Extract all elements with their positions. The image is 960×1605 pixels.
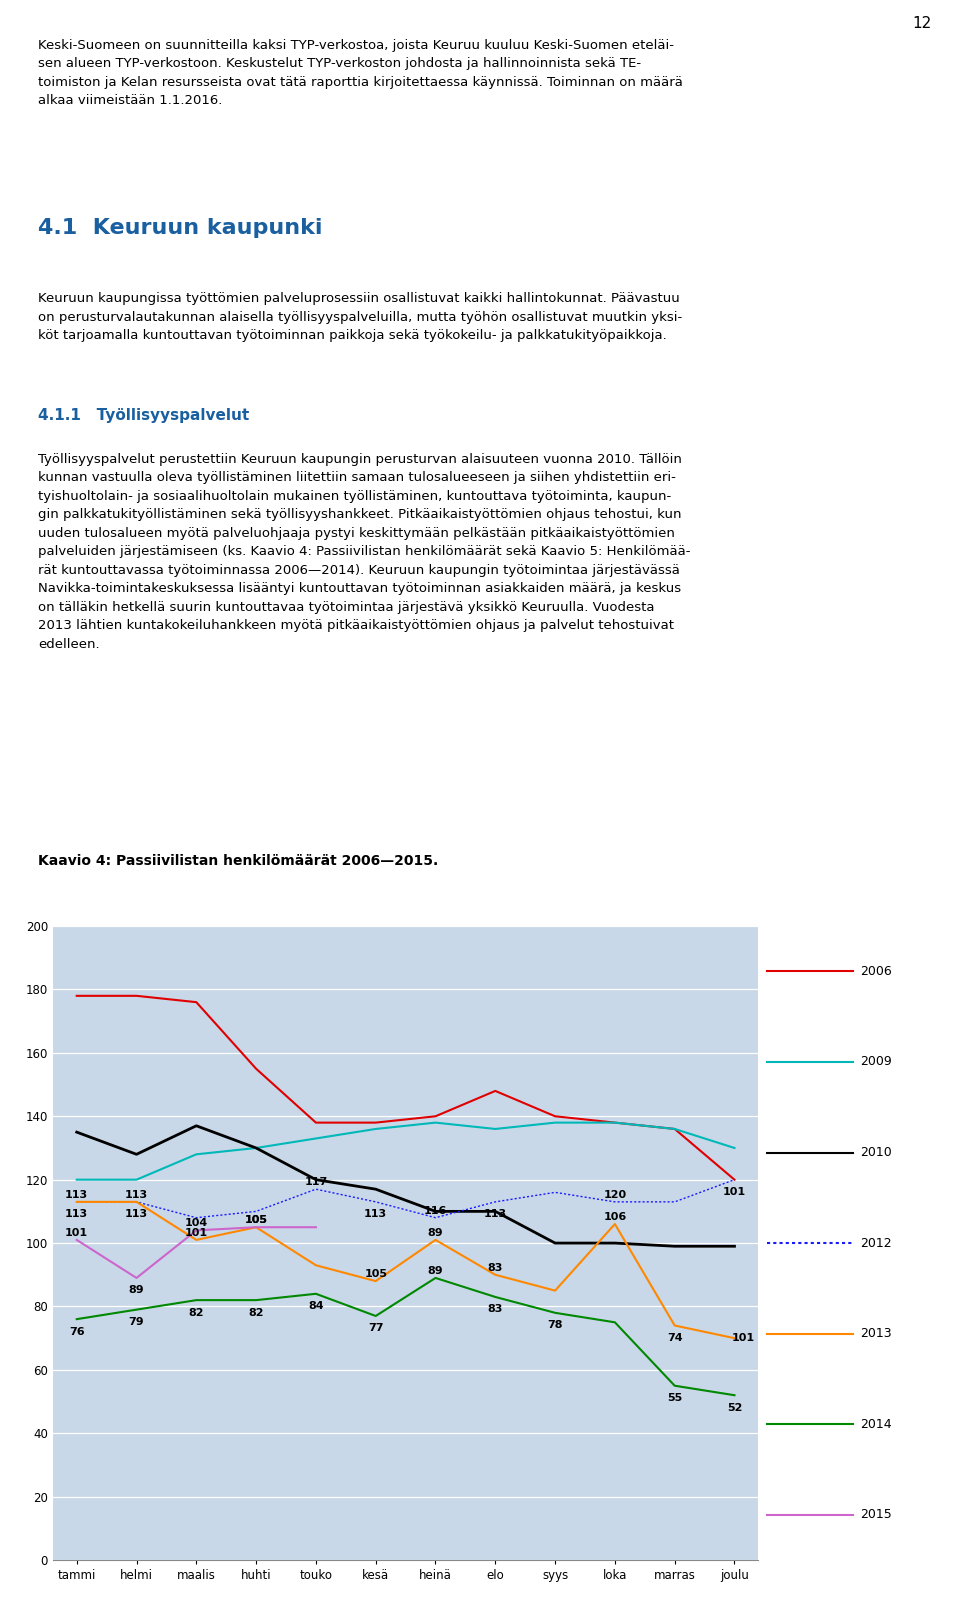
Text: 2013: 2013: [860, 1327, 892, 1340]
Text: 113: 113: [364, 1209, 387, 1220]
Text: 89: 89: [428, 1266, 444, 1276]
Text: 84: 84: [308, 1302, 324, 1311]
Text: 113: 113: [125, 1209, 148, 1220]
Text: 74: 74: [667, 1334, 683, 1343]
Text: 89: 89: [428, 1228, 444, 1237]
Text: 4.1.1   Työllisyyspalvelut: 4.1.1 Työllisyyspalvelut: [38, 408, 250, 422]
Text: 101: 101: [184, 1228, 208, 1237]
Text: 78: 78: [547, 1321, 563, 1331]
Text: 2012: 2012: [860, 1236, 892, 1250]
Text: 2009: 2009: [860, 1056, 892, 1069]
Text: Keski-Suomeen on suunnitteilla kaksi TYP-verkostoa, joista Keuruu kuuluu Keski-S: Keski-Suomeen on suunnitteilla kaksi TYP…: [38, 39, 684, 108]
Text: 83: 83: [488, 1305, 503, 1314]
Text: 82: 82: [249, 1308, 264, 1318]
Text: 77: 77: [368, 1324, 383, 1334]
Text: Kaavio 4: Passiivilistan henkilömäärät 2006—2015.: Kaavio 4: Passiivilistan henkilömäärät 2…: [38, 854, 439, 868]
Text: 101: 101: [723, 1188, 746, 1197]
Text: Keuruun kaupungissa työttömien palveluprosessiin osallistuvat kaikki hallintokun: Keuruun kaupungissa työttömien palvelupr…: [38, 292, 683, 342]
Text: 105: 105: [364, 1270, 387, 1279]
Text: 2010: 2010: [860, 1146, 892, 1159]
Text: 101: 101: [732, 1334, 755, 1343]
Text: Työllisyyspalvelut perustettiin Keuruun kaupungin perusturvan alaisuuteen vuonna: Työllisyyspalvelut perustettiin Keuruun …: [38, 453, 691, 650]
Text: 2006: 2006: [860, 965, 892, 977]
Text: 55: 55: [667, 1393, 683, 1403]
Text: 113: 113: [65, 1189, 88, 1201]
Text: 104: 104: [184, 1218, 208, 1228]
Text: 4.1  Keuruun kaupunki: 4.1 Keuruun kaupunki: [38, 218, 323, 238]
Text: 76: 76: [69, 1327, 84, 1337]
Text: 83: 83: [488, 1263, 503, 1273]
Text: 113: 113: [125, 1189, 148, 1201]
Text: 82: 82: [188, 1308, 204, 1318]
Text: 2015: 2015: [860, 1509, 892, 1522]
Text: 113: 113: [65, 1209, 88, 1220]
Text: 106: 106: [603, 1212, 627, 1221]
Text: 113: 113: [484, 1209, 507, 1220]
Text: 52: 52: [727, 1403, 742, 1412]
Text: 12: 12: [912, 16, 931, 30]
Text: 105: 105: [245, 1215, 268, 1225]
Text: 105: 105: [245, 1215, 268, 1225]
Text: 120: 120: [603, 1189, 627, 1201]
Text: 79: 79: [129, 1318, 144, 1327]
Text: 89: 89: [129, 1286, 144, 1295]
Text: 101: 101: [65, 1228, 88, 1237]
Text: 117: 117: [304, 1176, 327, 1188]
Text: 2014: 2014: [860, 1417, 892, 1430]
Text: 116: 116: [423, 1205, 447, 1215]
